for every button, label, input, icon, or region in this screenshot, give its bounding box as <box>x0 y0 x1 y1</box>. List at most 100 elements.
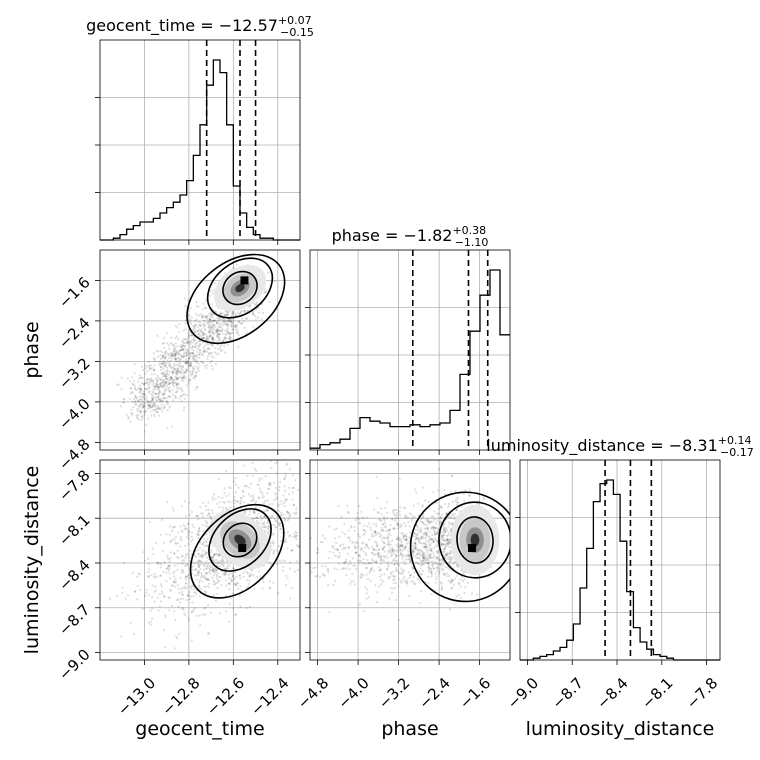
sample-point <box>174 396 177 399</box>
sample-point <box>402 465 404 467</box>
sample-point <box>195 578 198 581</box>
sample-point <box>271 600 273 602</box>
sample-point <box>206 544 209 548</box>
sample-point <box>352 564 355 567</box>
sample-point <box>353 583 356 586</box>
sample-point <box>197 584 201 587</box>
sample-point <box>408 554 411 558</box>
sample-point <box>278 509 281 512</box>
sample-point <box>253 468 257 471</box>
sample-point <box>165 399 168 403</box>
sample-point <box>385 562 389 565</box>
sample-point <box>220 343 223 346</box>
density-peak <box>238 544 247 553</box>
sample-point <box>188 501 191 504</box>
sample-point <box>405 581 408 584</box>
sample-point <box>359 576 362 579</box>
sample-point <box>448 538 451 541</box>
sample-point <box>160 589 164 593</box>
sample-point <box>281 559 284 562</box>
sample-point <box>245 579 249 582</box>
sample-point <box>190 372 194 375</box>
sample-point <box>151 607 154 610</box>
sample-point <box>293 533 296 536</box>
sample-point <box>130 408 133 411</box>
sample-point <box>253 517 256 520</box>
sample-point <box>425 546 428 549</box>
sample-point <box>436 570 439 573</box>
sample-point <box>270 515 273 518</box>
sample-point <box>391 518 394 521</box>
sample-point <box>205 578 208 581</box>
sample-point <box>424 545 428 548</box>
sample-point <box>161 361 164 364</box>
sample-point <box>416 548 419 551</box>
sample-point <box>126 377 129 380</box>
sample-point <box>404 538 407 541</box>
sample-point <box>179 371 182 374</box>
sample-point <box>159 366 162 369</box>
sample-point <box>217 579 221 582</box>
sample-point <box>162 354 165 358</box>
sample-point <box>166 403 169 406</box>
sample-point <box>174 354 177 357</box>
sample-point <box>368 547 371 550</box>
sample-point <box>137 572 140 575</box>
sample-point <box>213 319 217 323</box>
sample-point <box>173 381 176 385</box>
sample-point <box>191 356 195 360</box>
sample-point <box>430 547 433 550</box>
sample-point <box>258 487 262 490</box>
sample-point <box>418 556 421 560</box>
sample-point <box>174 647 177 650</box>
sample-point <box>179 538 182 541</box>
sample-point <box>401 555 404 558</box>
sample-point <box>204 332 208 335</box>
sample-point <box>345 567 348 570</box>
x-tick-label: −1.6 <box>456 674 494 712</box>
sample-point <box>152 575 155 578</box>
sample-point <box>349 562 352 565</box>
sample-point <box>270 563 273 566</box>
sample-point <box>314 575 317 578</box>
sample-point <box>243 512 246 515</box>
sample-point <box>432 540 436 544</box>
sample-point <box>218 500 221 503</box>
sample-point <box>200 559 203 562</box>
sample-point <box>417 538 420 541</box>
sample-point <box>213 559 216 562</box>
sample-point <box>215 330 218 333</box>
sample-point <box>261 587 264 590</box>
sample-point <box>175 383 178 386</box>
sample-point <box>195 305 198 308</box>
sample-point <box>281 531 284 534</box>
sample-point <box>149 367 152 370</box>
sample-point <box>323 522 325 524</box>
sample-point <box>259 519 262 522</box>
sample-point <box>370 567 373 571</box>
sample-point <box>201 575 204 578</box>
sample-point <box>424 548 428 551</box>
sample-point <box>242 490 245 493</box>
sample-point <box>209 568 212 572</box>
sample-point <box>339 543 342 547</box>
sample-point <box>159 378 162 381</box>
sample-point <box>180 372 183 375</box>
sample-point <box>175 335 178 338</box>
sample-point <box>450 569 453 572</box>
sample-point <box>288 486 291 489</box>
sample-point <box>151 399 154 402</box>
sample-point <box>180 367 183 370</box>
sample-point <box>193 358 196 361</box>
sample-point <box>357 554 360 557</box>
sample-point <box>127 417 130 420</box>
sample-point <box>176 584 179 587</box>
sample-point <box>148 520 151 524</box>
sample-point <box>251 474 254 477</box>
sample-point <box>161 549 164 552</box>
sample-point <box>426 559 429 562</box>
sample-point <box>153 385 156 388</box>
sample-point <box>211 576 214 579</box>
sample-point <box>207 331 210 334</box>
sample-point <box>366 546 369 549</box>
